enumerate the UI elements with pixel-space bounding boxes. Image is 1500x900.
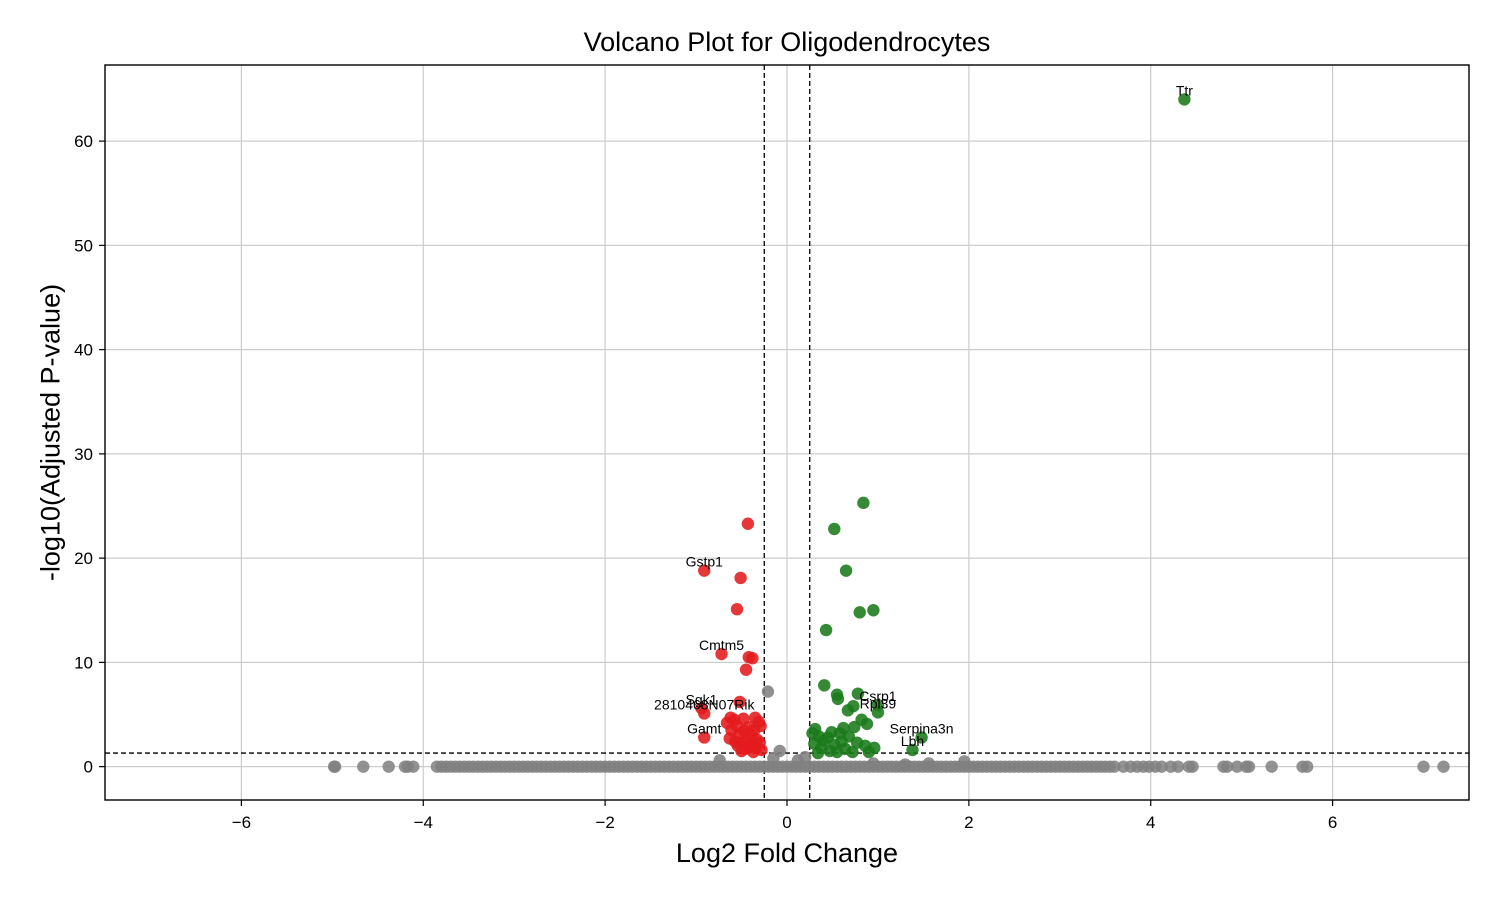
- point-ns: [357, 760, 370, 773]
- point-down: [746, 652, 759, 665]
- gene-label: Cmtm5: [699, 637, 744, 653]
- gene-label: 2810468N07Rik: [654, 696, 755, 712]
- point-up: [915, 731, 928, 744]
- point-down: [741, 517, 755, 530]
- point-up: [848, 720, 861, 734]
- y-tick-label: 60: [74, 132, 93, 151]
- gene-label: Rpl39: [860, 695, 897, 711]
- gene-label: Gamt: [687, 720, 721, 736]
- gene-label: Sgk1: [686, 691, 718, 707]
- y-tick-label: 20: [74, 549, 93, 568]
- point-ns: [922, 757, 936, 770]
- point-up: [830, 745, 844, 759]
- y-tick-label: 0: [84, 758, 93, 777]
- point-down: [747, 745, 760, 759]
- point-down: [735, 744, 748, 758]
- x-tick-label: 0: [782, 813, 791, 832]
- point-ns: [1230, 760, 1244, 773]
- point-up: [818, 679, 831, 692]
- point-up: [839, 564, 853, 577]
- gene-label: Ttr: [1176, 82, 1193, 98]
- y-tick-label: 30: [74, 445, 93, 464]
- point-up: [851, 687, 865, 700]
- point-up: [857, 496, 870, 510]
- threshold-lines: [105, 65, 1469, 800]
- point-ns: [1171, 760, 1185, 773]
- chart-title: Volcano Plot for Oligodendrocytes: [584, 27, 991, 57]
- point-down: [730, 603, 744, 616]
- point-up: [871, 706, 885, 719]
- point-up: [1178, 93, 1191, 106]
- x-tick-label: 6: [1328, 813, 1337, 832]
- point-down: [715, 647, 728, 661]
- point-ns: [1242, 760, 1256, 773]
- point-up: [853, 606, 866, 619]
- gene-label: Gstp1: [686, 554, 724, 570]
- point-down: [734, 571, 747, 585]
- x-tick-label: −2: [595, 813, 614, 832]
- point-ns: [1186, 760, 1199, 773]
- point-ns: [867, 757, 880, 770]
- point-ns: [958, 755, 971, 768]
- point-ns: [1300, 760, 1314, 773]
- point-ns: [1265, 760, 1278, 773]
- y-tick-label: 50: [74, 236, 93, 255]
- point-ns: [382, 760, 395, 773]
- point-down: [733, 695, 746, 709]
- y-tick-label: 40: [74, 341, 93, 360]
- point-down: [698, 731, 711, 744]
- point-up: [860, 717, 874, 731]
- point-ns: [1437, 760, 1450, 773]
- point-ns: [407, 760, 420, 773]
- point-ns: [713, 754, 726, 767]
- y-tick-label: 10: [74, 653, 93, 672]
- point-ns: [1155, 760, 1168, 773]
- point-down: [698, 707, 711, 720]
- y-axis-label: -log10(Adjusted P-value): [35, 284, 65, 581]
- point-up: [867, 604, 880, 617]
- point-up: [841, 704, 855, 717]
- point-down: [739, 663, 753, 676]
- point-ns: [767, 752, 780, 765]
- point-ns: [1220, 760, 1234, 773]
- point-ns: [328, 760, 342, 773]
- point-down: [698, 564, 711, 577]
- gene-label: Csrp1: [859, 688, 897, 704]
- x-tick-label: −4: [414, 813, 433, 832]
- point-ns: [798, 751, 812, 764]
- gene-label: Serpina3n: [890, 720, 954, 736]
- point-up: [819, 623, 833, 637]
- point-ns: [761, 685, 775, 698]
- gridlines: [105, 65, 1469, 800]
- point-ns: [1417, 760, 1430, 773]
- point-ns: [1108, 760, 1121, 773]
- x-tick-label: 2: [964, 813, 973, 832]
- point-up: [906, 743, 919, 757]
- point-up: [846, 745, 859, 759]
- point-up: [831, 692, 845, 706]
- point-ns: [899, 758, 912, 771]
- x-tick-label: 4: [1146, 813, 1155, 832]
- x-axis-label: Log2 Fold Change: [676, 838, 898, 868]
- gene-label: Lbh: [901, 733, 924, 749]
- point-up: [828, 522, 841, 536]
- x-tick-label: −6: [232, 813, 251, 832]
- data-points: [327, 93, 1450, 773]
- point-up: [811, 746, 825, 760]
- point-up: [862, 745, 876, 759]
